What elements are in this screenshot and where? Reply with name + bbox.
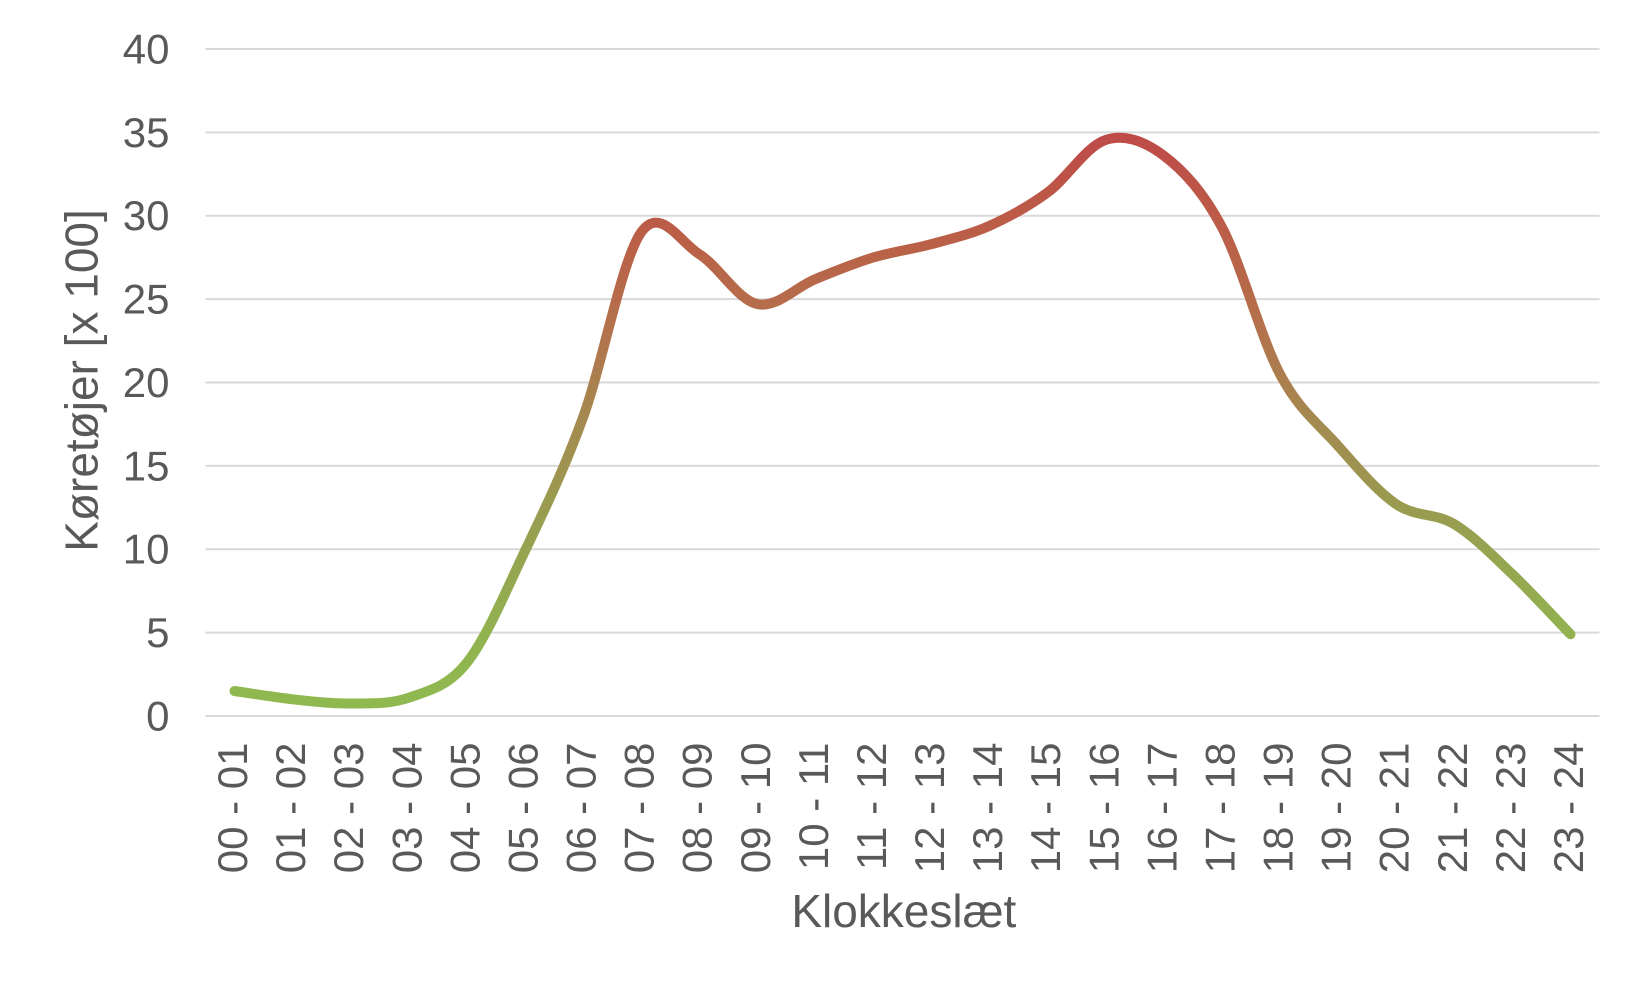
svg-text:19 - 20: 19 - 20 — [1313, 743, 1360, 874]
svg-text:08 - 09: 08 - 09 — [674, 743, 721, 874]
svg-text:11 - 12: 11 - 12 — [848, 743, 895, 871]
svg-text:Klokkeslæt: Klokkeslæt — [791, 885, 1016, 937]
svg-text:13 - 14: 13 - 14 — [964, 743, 1011, 874]
svg-text:02 - 03: 02 - 03 — [325, 743, 372, 874]
svg-text:5: 5 — [146, 609, 169, 656]
svg-text:0: 0 — [146, 692, 169, 739]
svg-text:15: 15 — [123, 442, 170, 489]
svg-text:20 - 21: 20 - 21 — [1371, 743, 1418, 874]
svg-text:17 - 18: 17 - 18 — [1197, 743, 1244, 874]
svg-text:10: 10 — [123, 526, 170, 573]
svg-text:40: 40 — [123, 25, 170, 72]
svg-text:03 - 04: 03 - 04 — [383, 743, 430, 874]
svg-text:16 - 17: 16 - 17 — [1138, 743, 1185, 874]
svg-text:04 - 05: 04 - 05 — [441, 743, 488, 874]
svg-text:01 - 02: 01 - 02 — [267, 743, 314, 874]
svg-text:30: 30 — [123, 192, 170, 239]
svg-text:06 - 07: 06 - 07 — [558, 743, 605, 874]
svg-text:10 - 11: 10 - 11 — [790, 743, 837, 871]
svg-text:00 - 01: 00 - 01 — [209, 743, 256, 874]
svg-text:35: 35 — [123, 109, 170, 156]
svg-text:14 - 15: 14 - 15 — [1022, 743, 1069, 874]
svg-text:18 - 19: 18 - 19 — [1255, 743, 1302, 874]
svg-text:15 - 16: 15 - 16 — [1080, 743, 1127, 874]
svg-text:05 - 06: 05 - 06 — [500, 743, 547, 874]
svg-text:23 - 24: 23 - 24 — [1545, 743, 1592, 874]
svg-text:22 - 23: 22 - 23 — [1487, 743, 1534, 874]
svg-text:21 - 22: 21 - 22 — [1429, 743, 1476, 874]
svg-text:Køretøjer [x 100]: Køretøjer [x 100] — [56, 209, 108, 552]
svg-text:07 - 08: 07 - 08 — [616, 743, 663, 874]
svg-text:09 - 10: 09 - 10 — [732, 743, 779, 874]
svg-text:20: 20 — [123, 359, 170, 406]
svg-text:25: 25 — [123, 276, 170, 323]
svg-text:12 - 13: 12 - 13 — [906, 743, 953, 874]
